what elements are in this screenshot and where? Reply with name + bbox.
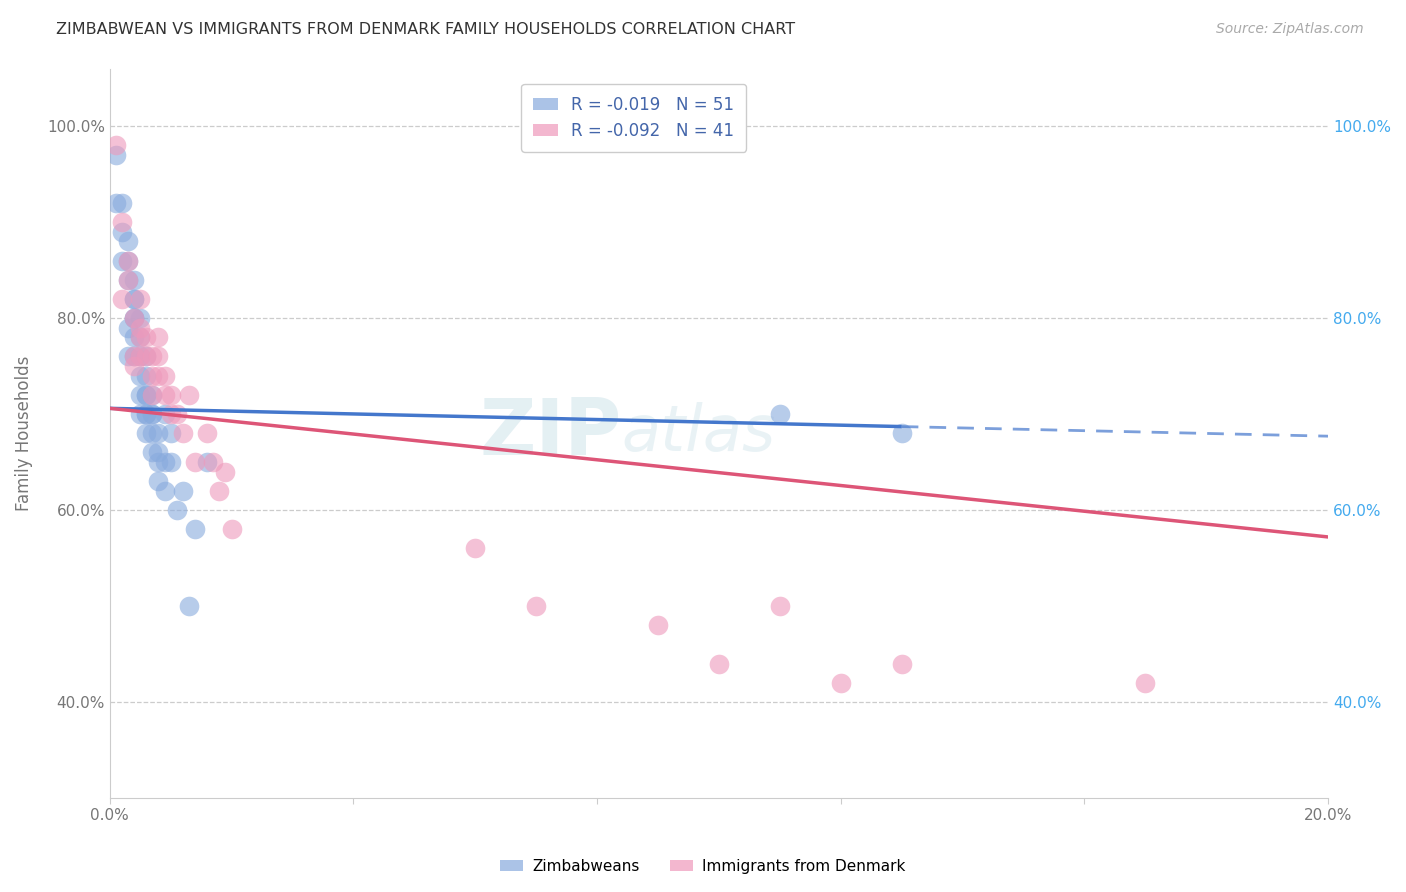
- Point: [117, 235, 139, 249]
- Point: [153, 368, 176, 383]
- Point: [122, 311, 145, 326]
- Point: [141, 407, 163, 421]
- Point: [122, 292, 145, 306]
- Point: [177, 599, 200, 613]
- Point: [122, 311, 145, 326]
- Point: [141, 368, 163, 383]
- Point: [166, 503, 188, 517]
- Point: [153, 388, 176, 402]
- Point: [129, 320, 152, 334]
- Point: [159, 426, 181, 441]
- Point: [111, 195, 134, 210]
- Text: ZIMBABWEAN VS IMMIGRANTS FROM DENMARK FAMILY HOUSEHOLDS CORRELATION CHART: ZIMBABWEAN VS IMMIGRANTS FROM DENMARK FA…: [56, 22, 796, 37]
- Legend: Zimbabweans, Immigrants from Denmark: Zimbabweans, Immigrants from Denmark: [494, 853, 912, 880]
- Point: [117, 320, 139, 334]
- Point: [172, 483, 194, 498]
- Point: [117, 253, 139, 268]
- Point: [195, 455, 218, 469]
- Point: [141, 350, 163, 364]
- Point: [104, 148, 127, 162]
- Point: [830, 676, 852, 690]
- Point: [129, 330, 152, 344]
- Point: [202, 455, 225, 469]
- Point: [129, 292, 152, 306]
- Point: [135, 350, 157, 364]
- Point: [111, 225, 134, 239]
- Point: [769, 407, 792, 421]
- Point: [148, 368, 170, 383]
- Point: [524, 599, 547, 613]
- Point: [172, 426, 194, 441]
- Point: [135, 330, 157, 344]
- Point: [122, 330, 145, 344]
- Point: [122, 350, 145, 364]
- Point: [195, 426, 218, 441]
- Point: [129, 350, 152, 364]
- Point: [122, 292, 145, 306]
- Point: [153, 455, 176, 469]
- Point: [159, 407, 181, 421]
- Point: [129, 368, 152, 383]
- Point: [135, 407, 157, 421]
- Legend: R = -0.019   N = 51, R = -0.092   N = 41: R = -0.019 N = 51, R = -0.092 N = 41: [522, 84, 747, 152]
- Point: [141, 426, 163, 441]
- Point: [159, 455, 181, 469]
- Point: [135, 350, 157, 364]
- Point: [177, 388, 200, 402]
- Point: [214, 465, 236, 479]
- Point: [104, 195, 127, 210]
- Point: [111, 215, 134, 229]
- Point: [111, 292, 134, 306]
- Point: [153, 407, 176, 421]
- Y-axis label: Family Households: Family Households: [15, 356, 32, 511]
- Point: [104, 138, 127, 153]
- Point: [122, 350, 145, 364]
- Point: [129, 330, 152, 344]
- Point: [129, 388, 152, 402]
- Point: [135, 368, 157, 383]
- Point: [148, 455, 170, 469]
- Point: [184, 522, 207, 536]
- Point: [117, 273, 139, 287]
- Point: [135, 407, 157, 421]
- Point: [464, 541, 486, 556]
- Text: ZIP: ZIP: [479, 395, 621, 471]
- Text: atlas: atlas: [621, 402, 776, 465]
- Point: [221, 522, 243, 536]
- Point: [769, 599, 792, 613]
- Point: [153, 483, 176, 498]
- Point: [117, 350, 139, 364]
- Point: [890, 657, 912, 671]
- Point: [208, 483, 231, 498]
- Point: [148, 350, 170, 364]
- Point: [1135, 676, 1157, 690]
- Point: [707, 657, 730, 671]
- Point: [117, 253, 139, 268]
- Point: [135, 426, 157, 441]
- Point: [141, 388, 163, 402]
- Point: [135, 388, 157, 402]
- Point: [141, 388, 163, 402]
- Point: [122, 273, 145, 287]
- Point: [148, 426, 170, 441]
- Point: [890, 426, 912, 441]
- Text: Source: ZipAtlas.com: Source: ZipAtlas.com: [1216, 22, 1364, 37]
- Point: [141, 407, 163, 421]
- Point: [122, 359, 145, 373]
- Point: [141, 445, 163, 459]
- Point: [647, 618, 669, 632]
- Point: [129, 407, 152, 421]
- Point: [166, 407, 188, 421]
- Point: [129, 350, 152, 364]
- Point: [184, 455, 207, 469]
- Point: [122, 311, 145, 326]
- Point: [148, 445, 170, 459]
- Point: [135, 388, 157, 402]
- Point: [159, 388, 181, 402]
- Point: [148, 330, 170, 344]
- Point: [129, 311, 152, 326]
- Point: [148, 475, 170, 489]
- Point: [117, 273, 139, 287]
- Point: [111, 253, 134, 268]
